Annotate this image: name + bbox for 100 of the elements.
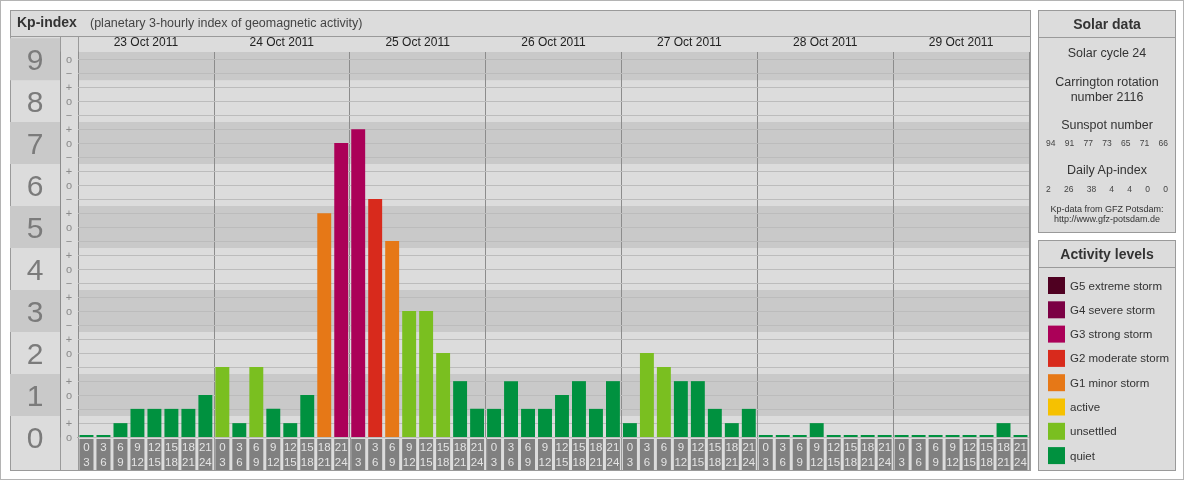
x-tick-label: 18 21 xyxy=(589,441,603,468)
text: + xyxy=(65,417,73,430)
x-tick-label: 18 21 xyxy=(317,441,331,468)
bar xyxy=(419,311,434,437)
x-tick-label: 21 24 xyxy=(198,441,213,468)
y-tick-label: 7 xyxy=(26,126,44,160)
text: Carrington rotation number 2116 xyxy=(1054,74,1160,105)
x-tick-label: 12 15 xyxy=(555,441,569,468)
x-tick-label: 6 9 xyxy=(388,441,396,468)
x-tick-label: 21 24 xyxy=(742,441,756,468)
x-tick-label: 9 12 xyxy=(946,441,959,468)
legend-label: G4 severe storm xyxy=(1070,303,1155,316)
x2-tick-label: 29 Oct 2011 xyxy=(928,35,994,49)
bar xyxy=(300,395,315,437)
x-tick-label: 12 15 xyxy=(963,441,976,468)
y-tick-label: 4 xyxy=(26,252,44,286)
bar xyxy=(147,408,162,437)
y-tick-label: 2 xyxy=(26,336,44,370)
text: Solar cycle 24 xyxy=(1066,45,1148,61)
text: Daily Ap-index xyxy=(1066,162,1148,178)
text: − xyxy=(65,192,73,205)
legend-title: Activity levels xyxy=(1060,246,1154,262)
x-tick-label: 6 9 xyxy=(524,441,532,468)
text: o xyxy=(65,221,73,234)
text: + xyxy=(65,165,73,178)
text: o xyxy=(65,179,73,192)
x-tick-label: 0 3 xyxy=(762,441,769,468)
text: Sunspot number xyxy=(1060,117,1154,133)
text: 2 26 38 4 4 0 0 xyxy=(1045,183,1169,195)
x-tick-label: 15 18 xyxy=(980,441,993,468)
x2-tick-label: 23 Oct 2011 xyxy=(113,35,179,49)
x-tick-label: 0 3 xyxy=(219,441,226,468)
bar xyxy=(487,408,502,437)
legend-label: active xyxy=(1070,401,1101,413)
bar xyxy=(673,381,688,437)
x-tick-label: 9 12 xyxy=(131,441,144,468)
text: + xyxy=(65,375,73,388)
legend-label: G2 moderate storm xyxy=(1070,352,1170,365)
x-tick-label: 3 6 xyxy=(915,441,922,468)
x2-tick-label: 26 Oct 2011 xyxy=(521,35,587,49)
text: Kp-data from GFZ Potsdam: http://www.gfz-potsdam.de xyxy=(1049,204,1165,224)
legend-label: G5 extreme storm xyxy=(1070,279,1163,292)
bar xyxy=(724,423,739,437)
bar xyxy=(266,408,281,437)
bar xyxy=(334,143,349,437)
x-tick-label: 6 9 xyxy=(932,441,939,468)
bar xyxy=(588,408,603,437)
y-tick-label: 0 xyxy=(26,420,44,454)
bar xyxy=(996,423,1011,437)
x-tick-label: 9 12 xyxy=(538,441,552,468)
bar xyxy=(436,353,451,437)
legend-label: G1 minor storm xyxy=(1070,376,1150,389)
bar xyxy=(470,408,485,437)
bar xyxy=(555,395,569,437)
text: o xyxy=(65,347,73,360)
text: o xyxy=(65,431,73,443)
bar xyxy=(198,395,213,437)
text: o xyxy=(65,137,73,150)
x-tick-label: 3 6 xyxy=(643,441,651,468)
text: − xyxy=(65,360,73,373)
bar xyxy=(809,423,824,437)
text: + xyxy=(65,333,73,346)
x-tick-label: 3 6 xyxy=(100,441,107,468)
x-tick-label: 18 21 xyxy=(181,441,195,468)
text: + xyxy=(65,81,73,94)
chart-title: Kp-index xyxy=(17,14,78,30)
x-tick-label: 15 18 xyxy=(708,441,722,468)
x-tick-label: 18 21 xyxy=(725,441,739,468)
y-tick-label: 8 xyxy=(26,84,44,118)
text: o xyxy=(65,95,73,108)
x-tick-label: 18 21 xyxy=(453,441,467,468)
text: − xyxy=(65,108,73,121)
bar xyxy=(504,381,519,437)
x2-tick-label: 27 Oct 2011 xyxy=(657,35,722,49)
x-tick-label: 6 9 xyxy=(117,441,124,468)
bar xyxy=(181,408,196,437)
x-tick-label: 12 15 xyxy=(691,441,705,468)
x-tick-label: 6 9 xyxy=(796,441,803,468)
legend-label: G3 strong storm xyxy=(1070,328,1153,341)
text: + xyxy=(65,123,73,136)
text: o xyxy=(65,305,73,318)
x-tick-label: 0 3 xyxy=(626,441,634,468)
text: − xyxy=(65,318,73,331)
x-tick-label: 9 12 xyxy=(810,441,824,468)
x-tick-label: 3 6 xyxy=(371,441,379,468)
x-tick-label: 18 21 xyxy=(861,441,875,468)
y-tick-label: 1 xyxy=(26,378,44,412)
bar xyxy=(283,423,298,437)
legend-label: unsettled xyxy=(1070,425,1117,438)
bar xyxy=(164,408,179,437)
chart-subtitle: (planetary 3-hourly index of geomagnetic activity) xyxy=(90,15,363,30)
bar xyxy=(130,408,145,437)
x-tick-label: 21 24 xyxy=(334,441,349,468)
x-tick-label: 6 9 xyxy=(660,441,668,468)
text: + xyxy=(65,291,73,304)
x-tick-label: 9 12 xyxy=(266,441,280,468)
text: − xyxy=(65,276,73,289)
x-tick-label: 15 18 xyxy=(572,441,586,468)
text: 94 91 77 73 65 71 66 xyxy=(1045,137,1169,149)
x-tick-label: 6 9 xyxy=(253,441,260,468)
